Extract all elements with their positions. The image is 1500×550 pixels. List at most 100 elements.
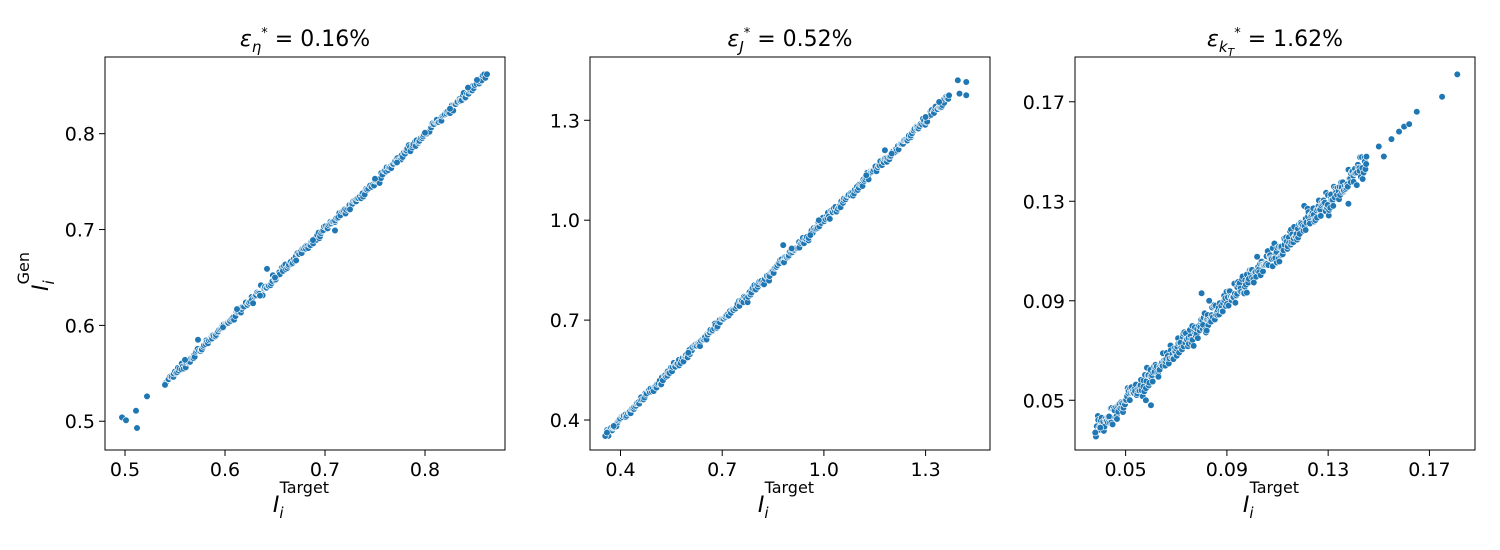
data-point [815,216,823,224]
data-point [256,292,264,300]
data-point [346,205,354,214]
data-point [1203,327,1211,335]
data-point [143,392,151,400]
x-tick-label: 0.5 [110,459,140,481]
x-tick-label: 0.05 [1104,459,1146,481]
data-point [331,226,339,235]
panel-3: 0.05 0.09 0.13 0.17 0.05 0.09 0.13 0.17 εkT* = 1… [1023,26,1476,522]
x-tick-label: 1.0 [809,459,839,481]
data-point [610,422,618,430]
data-point [945,91,953,99]
data-point [132,407,140,415]
panel-title: εkT* = 1.62% [1207,26,1343,59]
data-point [1190,342,1198,350]
data-point [1194,334,1202,342]
x-tick-label: 0.4 [605,459,635,481]
y-tick-label: 0.7 [550,310,580,332]
data-point [955,90,964,98]
data-point [1344,200,1353,208]
data-point [263,265,271,273]
plot-frame [1074,56,1476,451]
data-point [1219,307,1227,315]
x-tick-label: 0.17 [1408,459,1450,481]
data-point [1329,202,1337,210]
data-point [779,241,787,249]
data-point [1105,412,1113,421]
data-point [862,171,870,179]
data-point [1197,289,1206,297]
data-point [1147,401,1155,409]
data-point [806,231,814,239]
x-axis-label: IiTarget [758,478,814,522]
y-tick-label: 1.3 [550,110,580,132]
x-tick-label: 1.3 [910,459,940,481]
x-tick-label: 0.7 [707,459,737,481]
data-point [292,256,300,265]
data-point [1091,428,1099,437]
data-point [181,356,189,364]
y-tick-label: 1.0 [550,210,580,232]
data-point [1108,420,1117,429]
panel-1: 0.5 0.6 0.7 0.8 0.5 0.6 0.7 0.8 εη* = 0.16% IiTar… [14,26,506,522]
x-axis-label: IiTarget [1243,478,1299,522]
plot-frame [104,56,506,451]
data-point [1302,226,1310,234]
data-point [233,305,241,313]
data-point [1453,70,1461,79]
data-point [1096,424,1104,432]
data-point [1154,373,1163,381]
panel-title: εJ* = 0.52% [727,26,852,56]
data-point [1362,153,1371,161]
data-point [371,175,379,183]
data-point [1275,257,1283,266]
data-point [962,78,970,86]
data-point [935,98,943,106]
plot-frame [589,56,991,451]
x-axis-label: IiTarget [273,478,329,522]
data-point [1359,175,1367,183]
data-point [1259,267,1267,275]
y-tick-label: 0.4 [550,410,580,432]
data-point [888,149,896,158]
data-point [421,129,429,137]
data-point [249,299,257,307]
scatter-points [601,76,970,440]
x-tick-label: 0.8 [410,459,440,481]
x-tick-label: 0.7 [310,459,340,481]
data-point [881,146,889,154]
data-point [161,381,169,389]
data-point [219,323,227,331]
data-point [464,84,472,92]
data-point [684,349,692,357]
y-tick-label: 0.7 [65,220,95,242]
data-point [393,158,401,167]
data-point [122,416,130,424]
data-point [954,76,962,84]
y-tick-label: 0.5 [65,411,95,433]
data-point [309,236,317,244]
x-tick-label: 0.6 [210,459,240,481]
data-point [1405,120,1413,128]
data-point [271,273,279,282]
x-tick-label: 0.13 [1307,459,1349,481]
data-point [1142,396,1150,404]
data-point [603,429,611,437]
data-point [446,105,454,113]
data-point [826,215,834,223]
y-tick-label: 0.09 [1023,291,1065,313]
x-tick-label: 0.09 [1206,459,1248,481]
data-point [194,336,202,344]
data-point [1375,142,1383,151]
data-point [1149,377,1157,386]
y-tick-label: 0.13 [1023,191,1065,213]
data-point [483,70,491,78]
data-point [1126,396,1134,404]
data-point [1438,93,1446,101]
scatter-points [1091,70,1461,441]
data-point [1231,299,1239,307]
data-point [1205,297,1213,305]
data-point [1243,289,1251,297]
y-tick-label: 0.8 [65,124,95,146]
data-point [788,244,796,253]
